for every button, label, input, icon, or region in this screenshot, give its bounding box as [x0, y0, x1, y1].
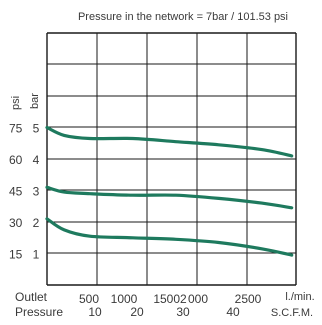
chart-title: Pressure in the network = 7bar / 101.53 …: [78, 11, 288, 23]
y-axis-labels: psi bar 15 1 30 2 45 3 60 4 75 5: [9, 93, 41, 262]
outlet-pressure-label: Pressure: [15, 305, 63, 319]
x-tick-label-lpm: 15002: [153, 292, 187, 306]
series-line: [45, 185, 294, 210]
outlet-pressure-label: Outlet: [15, 290, 48, 304]
x-unit-lpm: l./min.: [285, 291, 314, 303]
series-line: [45, 217, 294, 257]
x-tick-label-lpm: 000: [188, 292, 208, 306]
series-lines: [45, 125, 294, 257]
x-tick-label-scfm: 30: [176, 305, 190, 319]
x-tick-label-lpm: 1000: [111, 292, 138, 306]
series-line: [45, 125, 294, 158]
x-tick-label-scfm: 10: [88, 305, 102, 319]
y-tick-label-bar: 4: [33, 153, 40, 167]
y-tick-label-bar: 2: [33, 216, 40, 230]
y-tick-label-bar: 5: [33, 122, 40, 136]
x-unit-scfm: S.C.F.M.: [271, 307, 313, 319]
x-tick-label-lpm: 500: [79, 292, 99, 306]
y-tick-label-psi: 15: [9, 248, 23, 262]
y-tick-label-bar: 3: [33, 185, 40, 199]
y-tick-label-bar: 1: [33, 248, 40, 262]
x-tick-label-scfm: 40: [226, 305, 240, 319]
y-tick-label-psi: 45: [9, 185, 23, 199]
y-tick-label-psi: 75: [9, 122, 23, 136]
grid: [46, 32, 297, 286]
y-unit-psi: psi: [10, 96, 22, 110]
y-tick-label-psi: 60: [9, 153, 23, 167]
x-tick-label-scfm: 20: [130, 305, 144, 319]
x-tick-label-lpm: 2500: [235, 292, 262, 306]
y-tick-label-psi: 30: [9, 216, 23, 230]
y-unit-bar: bar: [29, 93, 41, 109]
